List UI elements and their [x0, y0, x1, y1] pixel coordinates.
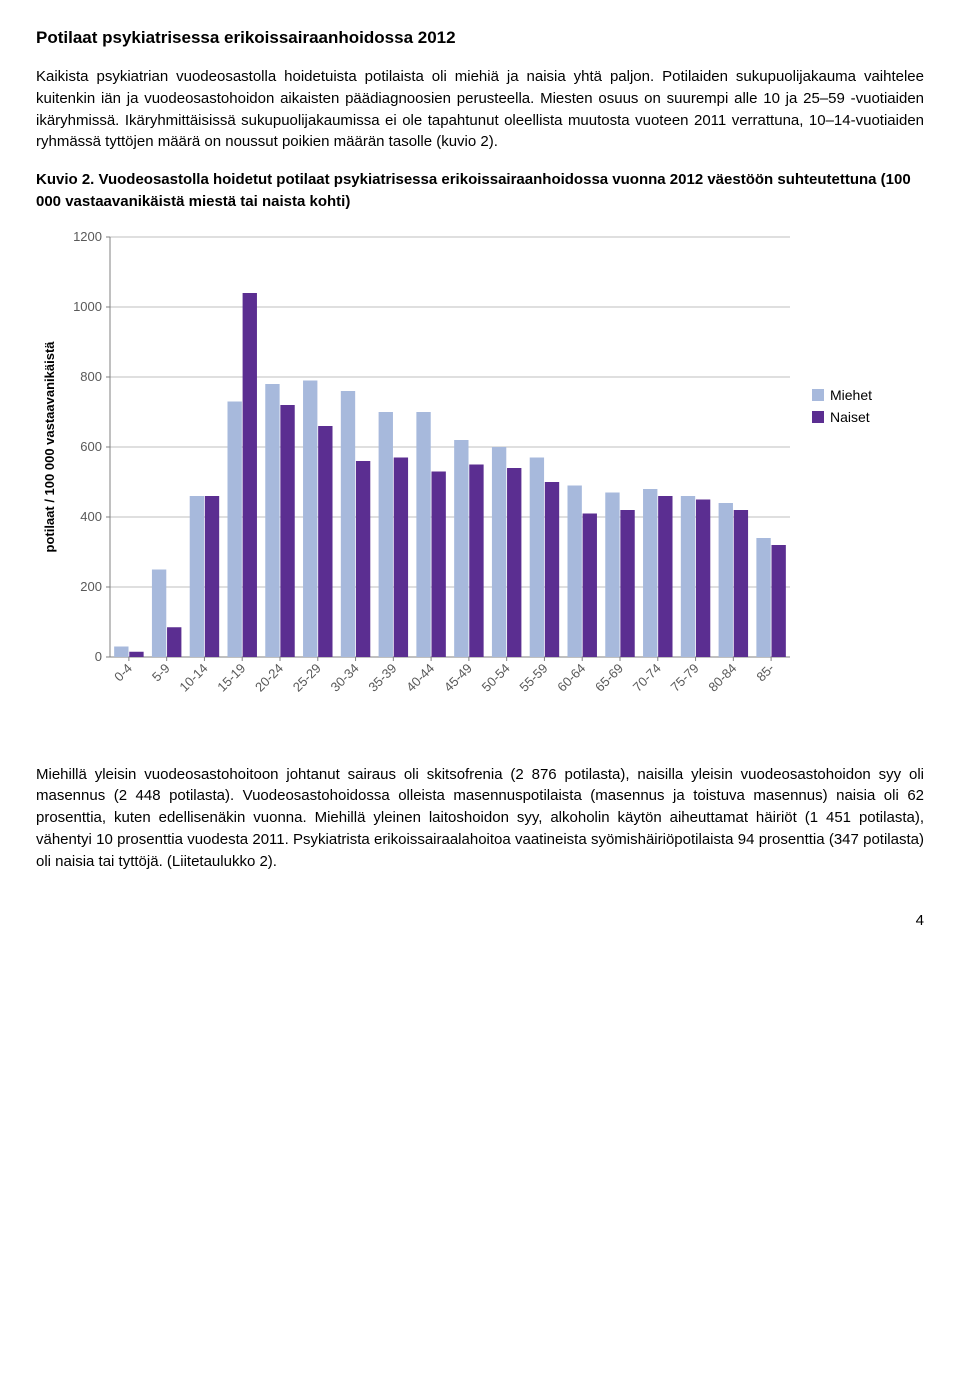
svg-text:800: 800 — [80, 369, 102, 384]
svg-text:potilaat / 100 000 vastaavanik: potilaat / 100 000 vastaavanikäistä — [42, 340, 57, 552]
svg-text:0: 0 — [95, 649, 102, 664]
legend-item-naiset: Naiset — [812, 409, 872, 425]
section-title: Potilaat psykiatrisessa erikoissairaanho… — [36, 28, 924, 48]
legend-label-naiset: Naiset — [830, 409, 870, 425]
legend-swatch-naiset — [812, 411, 824, 423]
svg-text:200: 200 — [80, 579, 102, 594]
chart-container: 0 200 400 600 800 1000 1200 potilaat / 100 000 … — [36, 227, 924, 732]
paragraph-1: Kaikista psykiatrian vuodeosastolla hoid… — [36, 66, 924, 153]
legend-label-miehet: Miehet — [830, 387, 872, 403]
svg-text:1200: 1200 — [73, 229, 102, 244]
bar-chart: 0 200 400 600 800 1000 1200 potilaat / 100 000 … — [36, 227, 800, 732]
chart-legend: Miehet Naiset — [812, 387, 872, 431]
legend-swatch-miehet — [812, 389, 824, 401]
figure-title: Kuvio 2. Vuodeosastolla hoidetut potilaa… — [36, 169, 924, 213]
svg-text:400: 400 — [80, 509, 102, 524]
paragraph-2: Miehillä yleisin vuodeosastohoitoon joht… — [36, 764, 924, 873]
svg-text:600: 600 — [80, 439, 102, 454]
page-number: 4 — [36, 912, 924, 929]
svg-text:1000: 1000 — [73, 299, 102, 314]
legend-item-miehet: Miehet — [812, 387, 872, 403]
